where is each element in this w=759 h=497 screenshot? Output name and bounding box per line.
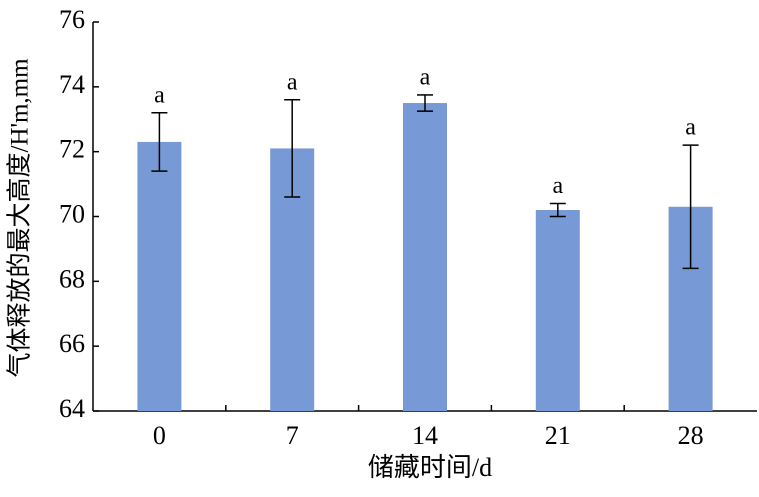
significance-label: a — [552, 173, 563, 199]
y-tick-label: 74 — [59, 70, 85, 99]
bar — [403, 103, 447, 412]
y-axis-label: 气体释放的最大高度/H'm,mm — [6, 58, 34, 378]
y-tick-label: 64 — [59, 394, 85, 423]
significance-label: a — [154, 82, 165, 108]
significance-label: a — [420, 64, 431, 90]
significance-label: a — [287, 69, 298, 95]
y-tick-label: 66 — [59, 329, 85, 358]
x-tick-label: 14 — [412, 421, 438, 450]
y-tick-label: 76 — [59, 5, 85, 34]
x-tick-label: 7 — [286, 421, 299, 450]
x-tick-label: 0 — [153, 421, 166, 450]
significance-label: a — [685, 115, 696, 141]
x-axis-label: 储藏时间/d — [368, 453, 492, 482]
y-tick-label: 68 — [59, 264, 85, 293]
bar — [535, 210, 580, 411]
x-tick-label: 21 — [545, 421, 571, 450]
x-tick-label: 28 — [678, 421, 704, 450]
y-tick-label: 72 — [59, 135, 85, 164]
bar — [137, 141, 182, 412]
y-tick-label: 70 — [59, 199, 85, 228]
